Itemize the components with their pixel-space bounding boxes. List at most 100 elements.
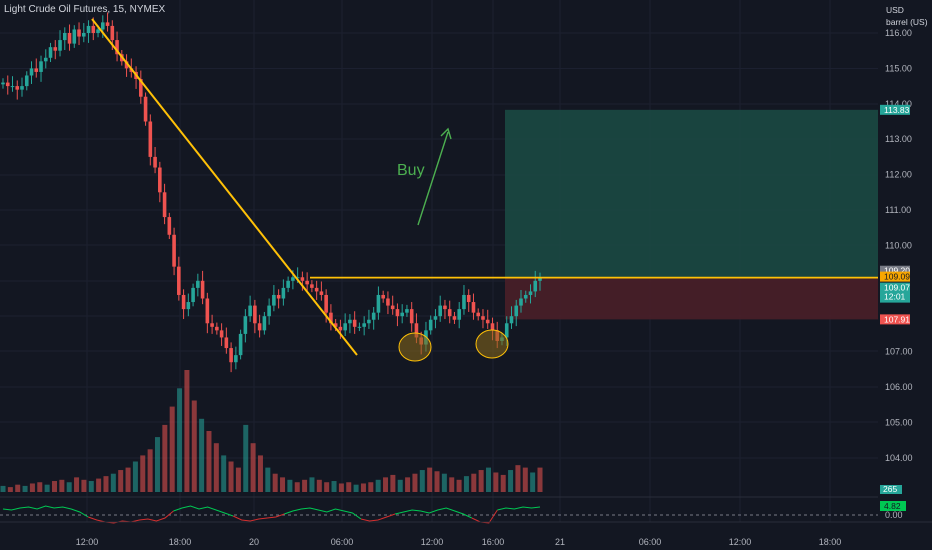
- volume-bar: [324, 482, 330, 492]
- candle-body: [457, 309, 462, 320]
- price-tick: 110.00: [885, 240, 912, 250]
- candle-body: [77, 29, 81, 37]
- candle-body: [329, 312, 333, 324]
- buy-arrow-icon[interactable]: [417, 127, 452, 226]
- stop-zone[interactable]: [505, 277, 878, 320]
- candle-body: [234, 355, 238, 363]
- candle-body: [452, 316, 457, 320]
- oscillator-line: [173, 505, 234, 517]
- candle-body: [286, 280, 290, 288]
- volume-bar: [22, 485, 28, 492]
- time-tick: 12:00: [729, 537, 752, 547]
- time-axis[interactable]: 12:00 18:00 20 06:00 12:00 16:00 21 06:00 12:00 1…: [0, 521, 932, 547]
- unit-label: barrel (US): [886, 17, 928, 27]
- volume-bar: [110, 473, 116, 492]
- candle-body: [224, 337, 229, 349]
- countdown-timer: 12:01: [884, 292, 906, 302]
- last-price-tag: 109.07: [884, 283, 910, 293]
- volume-bar: [405, 477, 411, 492]
- candle-body: [62, 33, 67, 41]
- volume-bar: [515, 465, 521, 492]
- candle-body: [428, 319, 433, 331]
- downtrend-line[interactable]: [91, 18, 358, 356]
- volume-bar: [397, 479, 403, 492]
- candle-body: [414, 323, 419, 338]
- candle-body: [276, 294, 281, 299]
- candle-body: [348, 319, 352, 324]
- candle-body: [528, 291, 533, 295]
- candle-body: [538, 278, 542, 281]
- candle-body: [105, 22, 110, 26]
- volume-bar: [235, 467, 241, 492]
- volume-bar: [309, 477, 315, 492]
- volume-bar: [66, 482, 72, 492]
- symbol-title[interactable]: Light Crude Oil Futures, 15, NYMEX: [4, 4, 166, 15]
- candle-body: [295, 277, 300, 279]
- volume-bar: [118, 470, 124, 492]
- volume-bar: [294, 482, 300, 492]
- volume-bar: [132, 461, 138, 492]
- currency-label: USD: [886, 5, 904, 15]
- volume-bar: [184, 370, 190, 492]
- candle-body: [272, 294, 276, 306]
- candle-body: [447, 309, 452, 317]
- candle-body: [96, 29, 100, 33]
- volume-bar: [456, 479, 462, 492]
- volume-bar: [441, 473, 447, 492]
- candle-body: [400, 312, 404, 317]
- candle-body: [376, 294, 381, 313]
- oscillator-line: [394, 507, 473, 519]
- arrow-head: [440, 127, 452, 140]
- price-tick: 112.00: [885, 170, 912, 180]
- oscillator-pane: [0, 496, 932, 524]
- volume-bar: [493, 472, 499, 492]
- candle-body: [86, 25, 91, 33]
- stop-price-tag: 107.91: [884, 314, 910, 324]
- target-zone[interactable]: [505, 109, 878, 278]
- volume-bar: [147, 449, 153, 492]
- candle-body: [386, 298, 390, 306]
- volume-bar: [74, 477, 80, 492]
- time-tick: 18:00: [819, 537, 842, 547]
- stop-price-tag-bg: [880, 314, 910, 325]
- candle-body: [153, 156, 157, 168]
- grid-lines: [0, 0, 878, 522]
- volume-bar: [346, 482, 352, 492]
- last-price-tag-bg: [880, 282, 910, 303]
- candle-body: [243, 316, 248, 334]
- candle-body: [143, 96, 148, 122]
- candle-body: [409, 309, 414, 324]
- candle-body: [248, 305, 252, 317]
- candle-body: [1, 82, 5, 85]
- volume-bar: [508, 470, 514, 492]
- volume-bar: [140, 455, 146, 492]
- candle-body: [20, 86, 24, 90]
- candle-body: [29, 68, 34, 76]
- candle-body: [148, 121, 153, 157]
- time-tick: 20: [249, 537, 259, 547]
- candle-body: [291, 277, 295, 281]
- candle-body: [338, 326, 343, 331]
- candle-body: [371, 312, 376, 320]
- candle-body: [139, 79, 143, 97]
- volume-bar: [169, 406, 175, 492]
- candle-body: [115, 40, 119, 55]
- volume-bar: [51, 481, 57, 492]
- candle-body: [162, 192, 167, 218]
- volume-bars: [0, 370, 543, 492]
- volume-bar: [29, 483, 35, 492]
- volume-bar: [331, 481, 337, 492]
- volume-bar: [257, 455, 263, 492]
- price-tick: 104.00: [885, 453, 913, 463]
- double-bottom-marker-left[interactable]: [398, 332, 432, 362]
- candle-body: [158, 167, 162, 193]
- time-tick: 06:00: [639, 537, 662, 547]
- volume-bar: [537, 467, 543, 492]
- volume-bar: [471, 473, 477, 492]
- double-bottom-marker-right[interactable]: [475, 329, 509, 359]
- candle-body: [210, 323, 214, 327]
- candle-body: [181, 294, 186, 310]
- entry-price-tag: 109.09: [884, 272, 910, 282]
- candle-body: [485, 319, 490, 324]
